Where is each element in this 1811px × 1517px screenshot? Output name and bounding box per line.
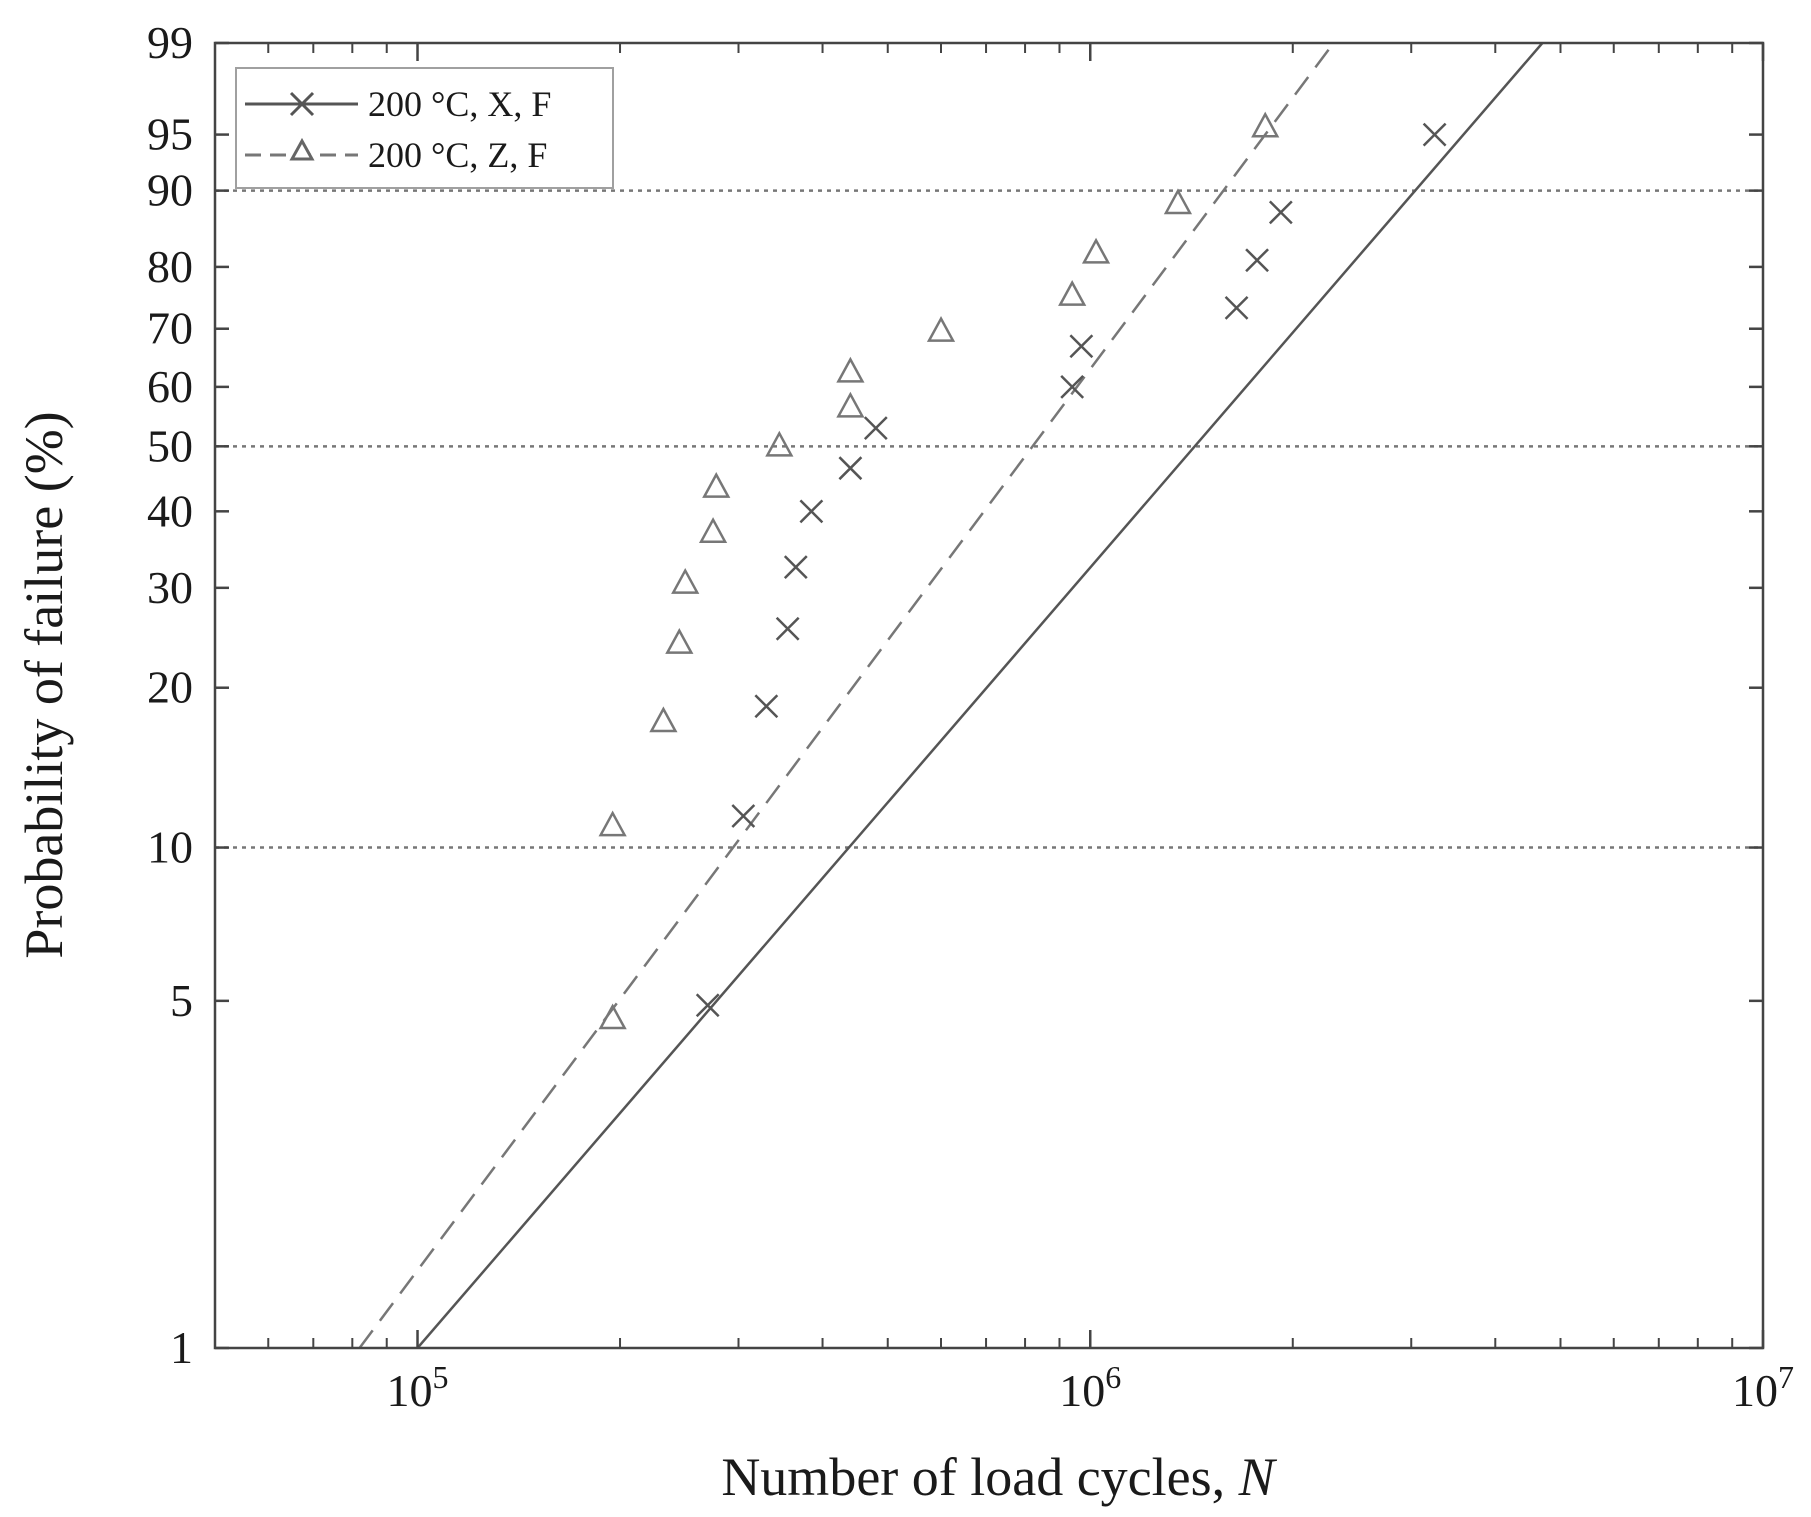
y-tick-label: 99 bbox=[147, 17, 193, 68]
x-marker bbox=[754, 694, 779, 719]
y-tick-label: 70 bbox=[147, 303, 193, 354]
y-tick-label: 60 bbox=[147, 361, 193, 412]
x-marker bbox=[1245, 248, 1269, 273]
x-tick-label-base: 10 bbox=[387, 1365, 433, 1416]
y-tick-label: 80 bbox=[147, 241, 193, 292]
triangle-marker bbox=[649, 706, 678, 733]
fit-lines bbox=[358, 43, 1544, 1348]
x-marker bbox=[1060, 374, 1085, 399]
y-tick-label: 5 bbox=[170, 975, 193, 1026]
y-tick-label: 90 bbox=[147, 165, 193, 216]
x-marker-stroke bbox=[731, 804, 756, 828]
legend-triangle-marker bbox=[289, 137, 315, 161]
legend-box bbox=[235, 67, 614, 189]
y-tick-label: 1 bbox=[170, 1322, 193, 1373]
y-axis-title: Probability of failure (%) bbox=[14, 411, 74, 958]
x-tick-label-exponent: 7 bbox=[1778, 1359, 1794, 1395]
x-marker-stroke bbox=[838, 456, 863, 481]
y-tick-label: 40 bbox=[147, 485, 193, 536]
x-marker-stroke bbox=[695, 993, 720, 1018]
x-marker-stroke bbox=[1060, 374, 1085, 399]
legend-label-z-f: 200 °C, Z, F bbox=[368, 135, 547, 175]
x-marker-stroke bbox=[1224, 295, 1249, 320]
legend-x-marker bbox=[289, 91, 315, 117]
y-tick-label: 95 bbox=[147, 109, 193, 160]
x-marker bbox=[695, 993, 720, 1018]
triangle-marker bbox=[926, 316, 956, 342]
x-marker-stroke bbox=[1268, 200, 1293, 225]
x-marker bbox=[799, 499, 824, 524]
x-axis-title-variable: N bbox=[1238, 1447, 1278, 1507]
y-tick-label: 30 bbox=[147, 562, 193, 613]
x-marker bbox=[731, 804, 756, 828]
x-marker bbox=[863, 416, 888, 440]
legend-label-x-f: 200 °C, X, F bbox=[368, 84, 551, 124]
x-tick-label-base: 10 bbox=[1059, 1365, 1105, 1416]
y-tick-label: 10 bbox=[147, 822, 193, 873]
x-axis-title: Number of load cycles, N bbox=[721, 1447, 1277, 1507]
x-marker bbox=[1069, 334, 1094, 359]
x-marker-stroke bbox=[775, 616, 800, 641]
fit-line-series-2 bbox=[358, 43, 1335, 1348]
x-marker bbox=[775, 616, 800, 641]
x-tick-label: 106 bbox=[1059, 1359, 1121, 1416]
x-marker-stroke bbox=[754, 694, 779, 719]
triangle-marker bbox=[836, 356, 865, 383]
triangle-marker bbox=[665, 628, 694, 654]
x-marker bbox=[783, 555, 808, 580]
legend-entry-x-f: 200 °C, X, F bbox=[245, 84, 551, 124]
x-marker-stroke bbox=[799, 499, 824, 524]
triangle-marker bbox=[598, 1003, 627, 1030]
x-marker bbox=[1422, 122, 1447, 147]
legend-entry-z-f: 200 °C, Z, F bbox=[245, 135, 547, 175]
x-tick-label: 107 bbox=[1732, 1359, 1794, 1416]
legend: 200 °C, X, F 200 °C, Z, F bbox=[235, 67, 614, 189]
x-marker bbox=[1224, 295, 1249, 320]
x-marker bbox=[1268, 200, 1293, 225]
x-tick-label-exponent: 6 bbox=[1105, 1359, 1121, 1395]
y-tick-label: 50 bbox=[147, 420, 193, 471]
x-tick-label: 105 bbox=[387, 1359, 449, 1416]
triangle-marker bbox=[1081, 237, 1111, 264]
x-axis-title-text: Number of load cycles, bbox=[721, 1447, 1238, 1507]
triangle-marker bbox=[698, 517, 728, 543]
plot-frame bbox=[213, 41, 1765, 1350]
x-marker-stroke bbox=[1069, 334, 1094, 359]
y-tick-label: 20 bbox=[147, 662, 193, 713]
x-tick-label-exponent: 5 bbox=[433, 1359, 449, 1395]
triangle-marker bbox=[671, 567, 700, 594]
triangle-marker bbox=[598, 810, 627, 837]
fit-line-series-1 bbox=[416, 43, 1544, 1348]
axes bbox=[213, 41, 1765, 1350]
triangle-marker bbox=[1163, 188, 1193, 215]
triangle-marker bbox=[1251, 111, 1280, 138]
x-marker-stroke bbox=[1422, 122, 1447, 147]
x-marker-stroke bbox=[783, 555, 808, 580]
x-marker bbox=[838, 456, 863, 481]
triangle-marker bbox=[836, 391, 865, 418]
triangle-marker bbox=[702, 472, 731, 498]
triangle-marker bbox=[1058, 280, 1087, 306]
reference-lines bbox=[215, 189, 1763, 849]
x-tick-label-base: 10 bbox=[1732, 1365, 1778, 1416]
data-markers bbox=[598, 111, 1447, 1030]
x-marker-stroke bbox=[1245, 248, 1269, 273]
x-marker-stroke bbox=[863, 416, 888, 440]
triangle-marker bbox=[765, 430, 794, 457]
